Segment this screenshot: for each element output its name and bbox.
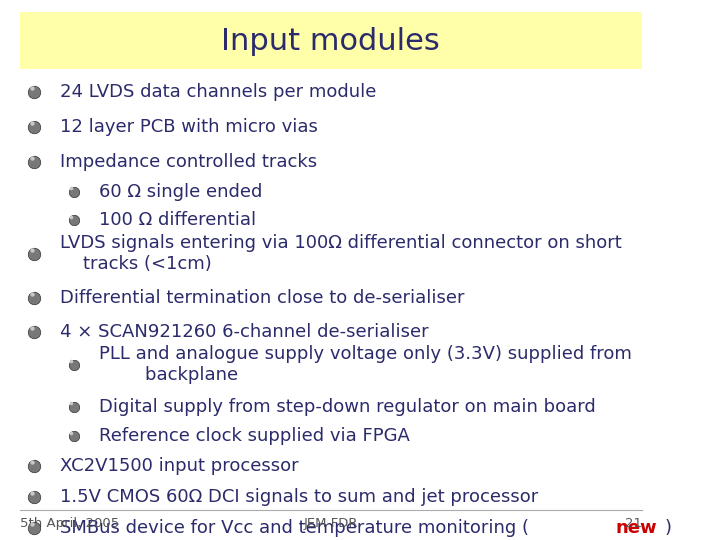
Text: 12 layer PCB with micro vias: 12 layer PCB with micro vias xyxy=(60,118,318,136)
Text: Differential termination close to de-serialiser: Differential termination close to de-ser… xyxy=(60,289,464,307)
Text: 60 Ω single ended: 60 Ω single ended xyxy=(99,183,263,201)
Text: PLL and analogue supply voltage only (3.3V) supplied from
        backplane: PLL and analogue supply voltage only (3.… xyxy=(99,345,632,384)
Text: 1.5V CMOS 60Ω DCI signals to sum and jet processor: 1.5V CMOS 60Ω DCI signals to sum and jet… xyxy=(60,488,538,506)
Text: ): ) xyxy=(665,519,672,537)
Text: 4 × SCAN921260 6-channel de-serialiser: 4 × SCAN921260 6-channel de-serialiser xyxy=(60,323,428,341)
Text: 24 LVDS data channels per module: 24 LVDS data channels per module xyxy=(60,83,376,101)
Text: JEM FDR: JEM FDR xyxy=(303,517,358,530)
Text: 21: 21 xyxy=(624,517,642,530)
Text: LVDS signals entering via 100Ω differential connector on short
    tracks (<1cm): LVDS signals entering via 100Ω different… xyxy=(60,234,621,273)
Text: SMBus device for Vcc and temperature monitoring (: SMBus device for Vcc and temperature mon… xyxy=(60,519,528,537)
Text: XC2V1500 input processor: XC2V1500 input processor xyxy=(60,457,298,475)
Text: Digital supply from step-down regulator on main board: Digital supply from step-down regulator … xyxy=(99,397,596,416)
Text: Input modules: Input modules xyxy=(221,26,440,56)
Text: Reference clock supplied via FPGA: Reference clock supplied via FPGA xyxy=(99,427,410,446)
Text: new: new xyxy=(616,519,657,537)
Text: 100 Ω differential: 100 Ω differential xyxy=(99,211,256,230)
Text: Impedance controlled tracks: Impedance controlled tracks xyxy=(60,153,317,171)
FancyBboxPatch shape xyxy=(20,12,642,69)
Text: 5th April, 2005: 5th April, 2005 xyxy=(20,517,119,530)
